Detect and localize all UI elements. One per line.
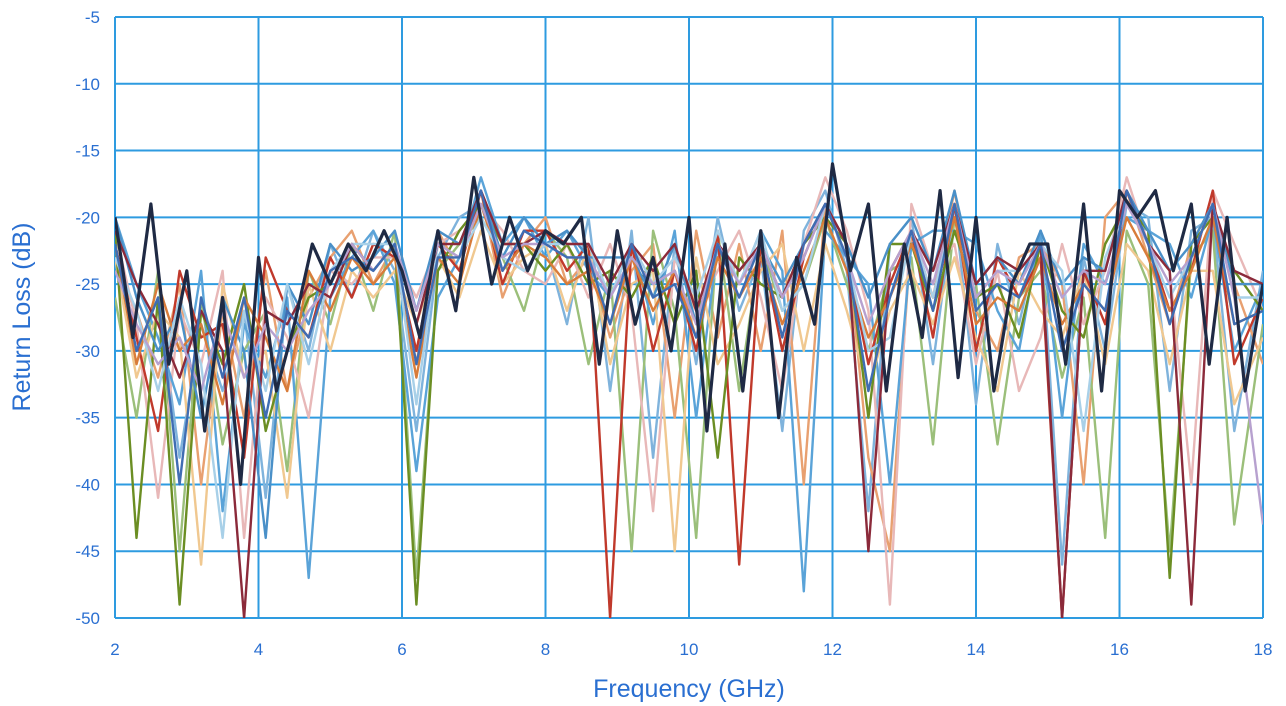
y-tick-labels: -5 -10 -15 -20 -25 -30 -35 -40 -45 -50	[75, 8, 100, 628]
y-tick-label: -5	[85, 8, 100, 27]
x-tick-label: 2	[110, 640, 119, 659]
y-tick-label: -10	[75, 75, 100, 94]
series-line	[115, 189, 1263, 486]
x-tick-label: 6	[397, 640, 406, 659]
series-line	[115, 189, 1263, 618]
x-tick-label: 10	[680, 640, 699, 659]
x-tick-label: 14	[967, 640, 986, 659]
y-tick-label: -45	[75, 542, 100, 561]
x-tick-label: 12	[823, 640, 842, 659]
y-tick-label: -25	[75, 275, 100, 294]
y-tick-label: -20	[75, 208, 100, 227]
series-line	[115, 176, 1263, 593]
x-tick-label: 8	[541, 640, 550, 659]
series-line	[115, 162, 1263, 486]
y-tick-label: -40	[75, 475, 100, 494]
series-line	[115, 202, 1263, 525]
x-axis-title: Frequency (GHz)	[593, 675, 785, 703]
x-tick-label: 4	[254, 640, 263, 659]
y-axis-title: Return Loss (dB)	[8, 223, 36, 412]
y-tick-label: -30	[75, 342, 100, 361]
y-tick-label: -50	[75, 609, 100, 628]
y-tick-label: -35	[75, 409, 100, 428]
x-tick-labels: 2 4 6 8 10 12 14 16 18	[110, 640, 1272, 659]
y-tick-label: -15	[75, 142, 100, 161]
x-tick-label: 18	[1254, 640, 1273, 659]
series-layer	[115, 162, 1263, 618]
x-tick-label: 16	[1110, 640, 1129, 659]
